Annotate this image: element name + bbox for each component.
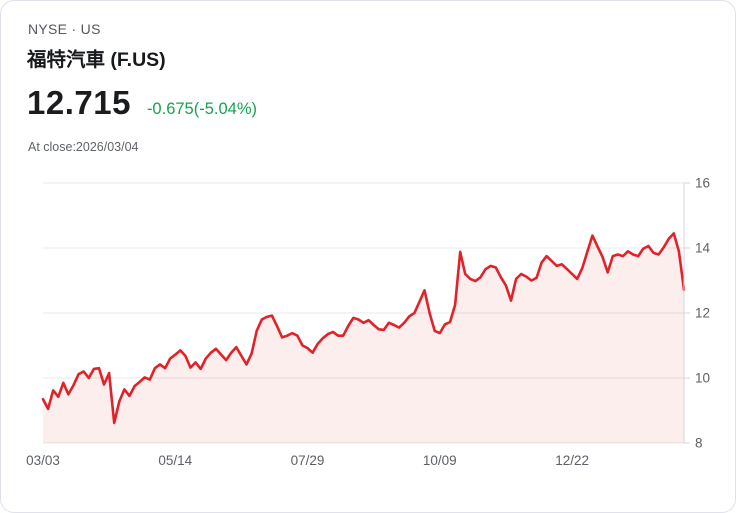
last-price: 12.715 [27, 84, 131, 121]
x-tick-label: 07/29 [291, 453, 325, 468]
exchange-label: NYSE · US [28, 21, 101, 37]
price-row: 12.715 -0.675(-5.04%) [27, 84, 257, 122]
x-tick-label: 03/03 [26, 453, 60, 468]
y-tick-label: 8 [695, 436, 703, 451]
close-timestamp: At close:2026/03/04 [28, 140, 139, 154]
stock-title: 福特汽車 (F.US) [27, 49, 166, 71]
price-area [43, 233, 684, 443]
price-change: -0.675(-5.04%) [146, 100, 257, 118]
x-tick-label: 05/14 [158, 453, 192, 468]
y-tick-label: 12 [695, 306, 710, 321]
chart-area[interactable]: 8 10 12 14 16 03/03 05/14 07/29 10/09 12/22 [1, 166, 736, 513]
price-chart[interactable]: 8 10 12 14 16 03/03 05/14 07/29 10/09 12/22 [1, 166, 736, 513]
y-tick-label: 16 [695, 176, 710, 191]
x-tick-label: 12/22 [555, 453, 589, 468]
y-tick-label: 10 [695, 371, 710, 386]
y-tick-label: 14 [695, 241, 711, 256]
x-tick-label: 10/09 [423, 453, 457, 468]
price-line [41, 232, 686, 425]
